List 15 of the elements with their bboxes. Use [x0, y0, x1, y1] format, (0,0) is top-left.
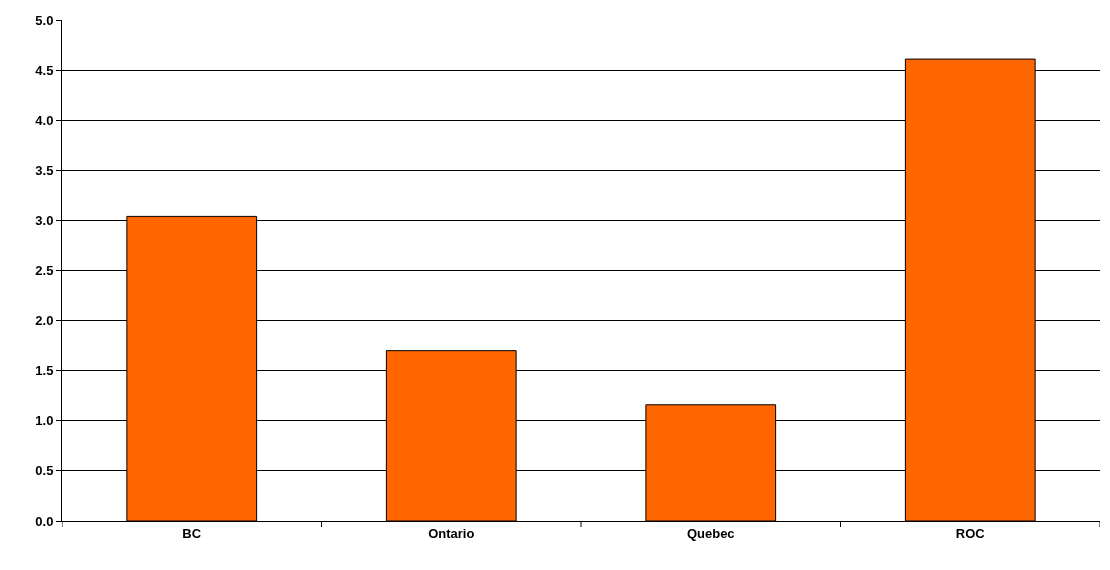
- x-tick-label: ROC: [955, 525, 986, 541]
- x-tick-label: Quebec: [686, 525, 735, 541]
- y-tick-label: 1.5: [35, 363, 54, 379]
- y-tick-label: 3.0: [35, 212, 54, 228]
- x-tick-label: BC: [182, 525, 202, 541]
- x-tick-label: Ontario: [428, 525, 475, 541]
- y-tick-label: 5.0: [35, 12, 54, 28]
- y-tick-label: 4.0: [35, 112, 54, 128]
- y-tick-label: 4.5: [35, 62, 54, 78]
- y-tick-label: 0.5: [35, 463, 54, 479]
- y-tick-label: 1.0: [35, 413, 54, 429]
- y-tick-label: 2.0: [35, 313, 54, 329]
- y-tick-label: 3.5: [35, 162, 54, 178]
- y-tick-label: 2.5: [35, 263, 54, 279]
- y-tick-label: 0.0: [35, 513, 54, 529]
